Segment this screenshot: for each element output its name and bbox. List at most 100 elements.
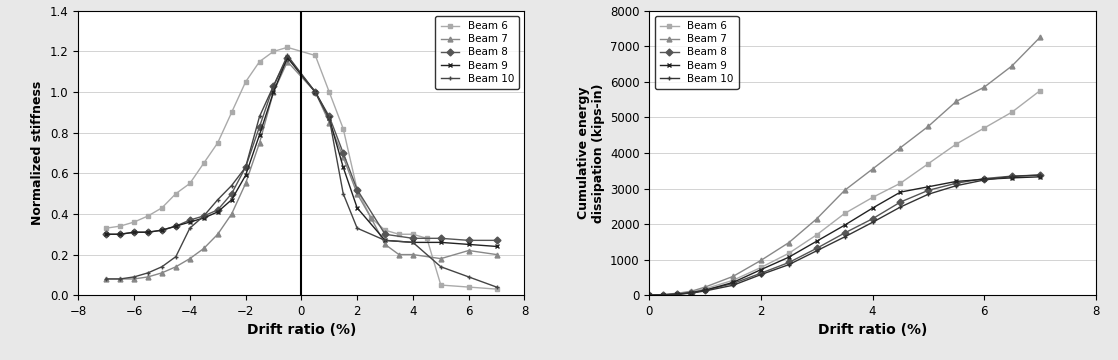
X-axis label: Drift ratio (%): Drift ratio (%) xyxy=(818,324,927,337)
Beam 6 xyxy=(837,211,851,216)
Beam 10 xyxy=(434,265,447,269)
Beam 7 xyxy=(490,252,503,257)
Beam 10 xyxy=(378,238,391,243)
Line: Beam 8: Beam 8 xyxy=(647,172,1042,298)
Beam 8 xyxy=(127,230,141,234)
Beam 8 xyxy=(100,232,113,237)
Beam 6 xyxy=(323,90,337,94)
Beam 6 xyxy=(183,181,197,186)
Beam 6 xyxy=(364,216,378,220)
Beam 6 xyxy=(197,161,210,165)
Beam 7 xyxy=(197,246,210,251)
Beam 10 xyxy=(100,277,113,281)
Beam 6 xyxy=(113,224,126,228)
Beam 8 xyxy=(169,224,182,228)
Beam 10 xyxy=(169,255,182,259)
Beam 8 xyxy=(490,238,503,243)
Beam 9 xyxy=(113,232,126,237)
Beam 6 xyxy=(684,290,698,294)
Beam 6 xyxy=(462,285,475,289)
Beam 6 xyxy=(490,287,503,291)
Line: Beam 10: Beam 10 xyxy=(104,53,499,289)
Line: Beam 6: Beam 6 xyxy=(104,45,499,292)
Beam 9 xyxy=(671,292,684,296)
Beam 10 xyxy=(684,291,698,295)
Beam 6 xyxy=(865,195,879,199)
Beam 9 xyxy=(684,291,698,295)
Beam 7 xyxy=(434,256,447,261)
Beam 8 xyxy=(684,291,698,295)
Beam 10 xyxy=(211,198,225,202)
Beam 7 xyxy=(169,265,182,269)
Beam 7 xyxy=(350,192,363,196)
Beam 8 xyxy=(462,238,475,243)
Beam 6 xyxy=(239,80,253,84)
Beam 7 xyxy=(113,277,126,281)
Beam 9 xyxy=(253,132,266,137)
Beam 9 xyxy=(350,206,363,210)
Beam 7 xyxy=(267,90,281,94)
Beam 9 xyxy=(434,240,447,244)
Beam 8 xyxy=(239,165,253,170)
Beam 7 xyxy=(141,275,154,279)
Beam 9 xyxy=(727,280,740,284)
Beam 6 xyxy=(434,283,447,287)
Beam 10 xyxy=(337,192,350,196)
Beam 7 xyxy=(783,240,796,245)
Beam 10 xyxy=(253,114,266,118)
Beam 9 xyxy=(490,244,503,249)
Beam 9 xyxy=(378,238,391,243)
Beam 9 xyxy=(462,242,475,247)
Beam 7 xyxy=(462,248,475,253)
Line: Beam 10: Beam 10 xyxy=(647,172,1042,298)
Beam 10 xyxy=(727,283,740,287)
Beam 6 xyxy=(755,265,768,270)
Beam 9 xyxy=(309,90,322,94)
Beam 6 xyxy=(921,162,935,166)
Beam 7 xyxy=(865,167,879,171)
Beam 7 xyxy=(671,291,684,296)
Beam 6 xyxy=(1033,89,1046,93)
Beam 10 xyxy=(699,289,712,293)
Beam 8 xyxy=(1033,173,1046,177)
Beam 9 xyxy=(755,267,768,272)
Beam 8 xyxy=(656,293,670,297)
Beam 8 xyxy=(350,188,363,192)
Beam 6 xyxy=(253,59,266,64)
Beam 6 xyxy=(811,233,824,237)
Beam 9 xyxy=(211,210,225,214)
Beam 10 xyxy=(323,116,337,121)
Beam 6 xyxy=(392,232,406,237)
Beam 9 xyxy=(337,165,350,170)
Beam 8 xyxy=(113,232,126,237)
Beam 8 xyxy=(211,208,225,212)
Beam 6 xyxy=(337,126,350,131)
Beam 9 xyxy=(169,224,182,228)
Beam 8 xyxy=(865,217,879,221)
Beam 8 xyxy=(811,246,824,251)
Beam 6 xyxy=(281,45,294,50)
Line: Beam 9: Beam 9 xyxy=(104,55,499,249)
Beam 6 xyxy=(141,214,154,218)
Beam 9 xyxy=(837,223,851,227)
Beam 8 xyxy=(755,271,768,275)
Beam 9 xyxy=(811,239,824,243)
Beam 8 xyxy=(267,84,281,88)
Beam 6 xyxy=(893,181,907,185)
Beam 8 xyxy=(225,192,238,196)
Beam 10 xyxy=(267,84,281,88)
Beam 9 xyxy=(267,90,281,94)
Beam 8 xyxy=(671,292,684,296)
Y-axis label: Cumulative energy
dissipation (kips-in): Cumulative energy dissipation (kips-in) xyxy=(577,83,605,223)
Beam 9 xyxy=(127,230,141,234)
Beam 10 xyxy=(350,226,363,230)
Beam 6 xyxy=(671,292,684,296)
Beam 8 xyxy=(309,90,322,94)
Beam 7 xyxy=(183,256,197,261)
Beam 10 xyxy=(1005,174,1018,179)
Beam 9 xyxy=(183,220,197,224)
Beam 9 xyxy=(323,116,337,121)
Line: Beam 8: Beam 8 xyxy=(104,55,499,243)
Beam 10 xyxy=(113,277,126,281)
Beam 10 xyxy=(183,226,197,230)
